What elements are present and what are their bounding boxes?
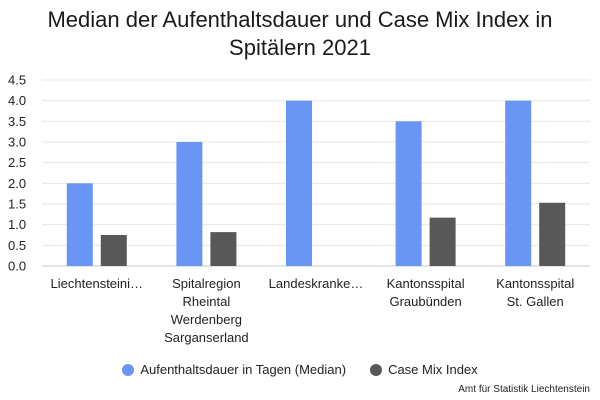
bar-chart: 0.0 0.5 1.0 1.5 2.0 2.5 3.0 3.5 4.0 4.5 Liechtenst… [8, 73, 590, 345]
bar-case-mix-index [539, 202, 566, 266]
y-tick-label: 1.0 [8, 217, 26, 232]
x-tick-label: Landeskranke… [269, 276, 364, 291]
x-tick-label: Graubünden [389, 294, 461, 309]
y-tick-label: 1.5 [8, 197, 26, 212]
bar-case-mix-index [429, 217, 456, 266]
x-tick-label: St. Gallen [507, 294, 564, 309]
x-tick-label: Spitalregion [172, 276, 241, 291]
legend-item-cmi[interactable]: Case Mix Index [370, 362, 478, 377]
bar-case-mix-index [100, 235, 127, 266]
y-tick-label: 3.5 [8, 114, 26, 129]
x-tick-label: Werdenberg [171, 312, 242, 327]
x-tick-label: Rheintal [183, 294, 231, 309]
y-tick-label: 4.0 [8, 93, 26, 108]
chart-title-line-2: Spitälern 2021 [229, 35, 371, 60]
y-tick-label: 0.0 [8, 259, 26, 274]
legend-swatch-stay [122, 363, 135, 376]
bar-aufenthaltsdauer [395, 121, 422, 266]
y-tick-label: 0.5 [8, 238, 26, 253]
legend-label-stay: Aufenthaltsdauer in Tagen (Median) [140, 362, 347, 377]
source-note: Amt für Statistik Liechtenstein [458, 384, 590, 395]
chart-title-line-1: Median der Aufenthaltsdauer und Case Mix… [47, 7, 553, 32]
bar-aufenthaltsdauer [66, 183, 93, 266]
x-tick-label: Kantonsspital [387, 276, 465, 291]
y-tick-label: 2.5 [8, 155, 26, 170]
chart-title: Median der Aufenthaltsdauer und Case Mix… [0, 6, 600, 62]
bar-aufenthaltsdauer [286, 100, 312, 267]
legend-swatch-cmi [370, 363, 383, 376]
y-tick-label: 4.5 [8, 73, 26, 88]
x-tick-label: Liechtensteini… [51, 276, 144, 291]
bar-aufenthaltsdauer [176, 142, 203, 266]
x-tick-label: Sarganserland [164, 330, 249, 345]
legend-label-cmi: Case Mix Index [388, 362, 478, 377]
y-tick-label: 3.0 [8, 135, 26, 150]
legend-item-stay[interactable]: Aufenthaltsdauer in Tagen (Median) [122, 362, 346, 377]
x-tick-label: Kantonsspital [496, 276, 574, 291]
bar-aufenthaltsdauer [505, 100, 532, 267]
legend: Aufenthaltsdauer in Tagen (Median) Case … [0, 362, 600, 377]
bar-case-mix-index [210, 232, 237, 266]
y-tick-label: 2.0 [8, 176, 26, 191]
